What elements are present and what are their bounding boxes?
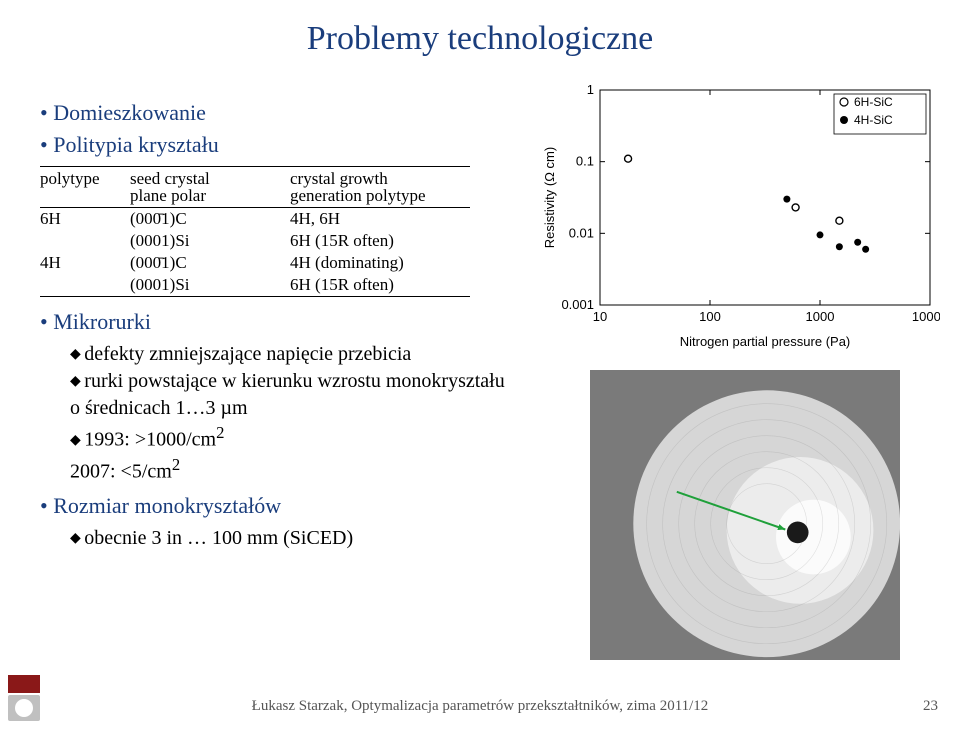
slide: Problemy technologiczne Domieszkowanie P…	[0, 0, 960, 729]
sub-bullet: 1993: >1000/cm2 2007: <5/cm2	[70, 422, 510, 485]
resistivity-chart: 10 100 1000 10000 0.001 0.01 0.1 1 Nitrogen part…	[540, 80, 940, 350]
sub-bullet: obecnie 3 in … 100 mm (SiCED)	[70, 525, 510, 552]
sub-bullet: rurki powstające w kierunku wzrostu mono…	[70, 368, 510, 422]
table-header: polytype	[40, 170, 130, 204]
svg-text:0.001: 0.001	[561, 297, 594, 312]
svg-text:100: 100	[699, 309, 721, 324]
svg-text:Nitrogen partial pressure (Pa): Nitrogen partial pressure (Pa)	[680, 334, 851, 349]
svg-text:10000: 10000	[912, 309, 940, 324]
svg-text:0.01: 0.01	[569, 225, 594, 240]
table-row: 6H (000̄1)C 4H, 6H	[40, 208, 470, 230]
svg-text:6H-SiC: 6H-SiC	[854, 95, 893, 109]
svg-text:Resistivity (Ω cm): Resistivity (Ω cm)	[542, 147, 557, 248]
svg-text:1: 1	[587, 82, 594, 97]
left-column: Domieszkowanie Politypia kryształu polyt…	[40, 100, 510, 552]
table-row: (0001)Si 6H (15R often)	[40, 230, 470, 252]
micrograph-svg	[590, 370, 900, 660]
svg-text:10: 10	[593, 309, 607, 324]
svg-text:0.1: 0.1	[576, 154, 594, 169]
polytype-table: polytype seed crystal plane polar crysta…	[40, 166, 470, 297]
chart-svg: 10 100 1000 10000 0.001 0.01 0.1 1 Nitrogen part…	[540, 80, 940, 350]
sub-bullet: defekty zmniejszające napięcie przebicia	[70, 341, 510, 368]
table-row: 4H (000̄1)C 4H (dominating)	[40, 252, 470, 274]
bullet-domieszkowanie: Domieszkowanie	[40, 100, 510, 126]
svg-text:4H-SiC: 4H-SiC	[854, 113, 893, 127]
micrograph-image	[590, 370, 900, 660]
bullet-politypia: Politypia kryształu	[40, 132, 510, 158]
page-number: 23	[923, 698, 938, 715]
table-header: seed crystal plane polar	[130, 170, 290, 204]
table-header-row: polytype seed crystal plane polar crysta…	[40, 167, 470, 208]
table-header: crystal growth generation polytype	[290, 170, 470, 204]
svg-text:1000: 1000	[806, 309, 835, 324]
slide-title: Problemy technologiczne	[0, 20, 960, 58]
bullet-mikrorurki: Mikrorurki	[40, 309, 510, 335]
table-row: (0001)Si 6H (15R often)	[40, 274, 470, 296]
footer-text: Łukasz Starzak, Optymalizacja parametrów…	[0, 698, 960, 715]
bullet-rozmiar: Rozmiar monokryształów	[40, 493, 510, 519]
